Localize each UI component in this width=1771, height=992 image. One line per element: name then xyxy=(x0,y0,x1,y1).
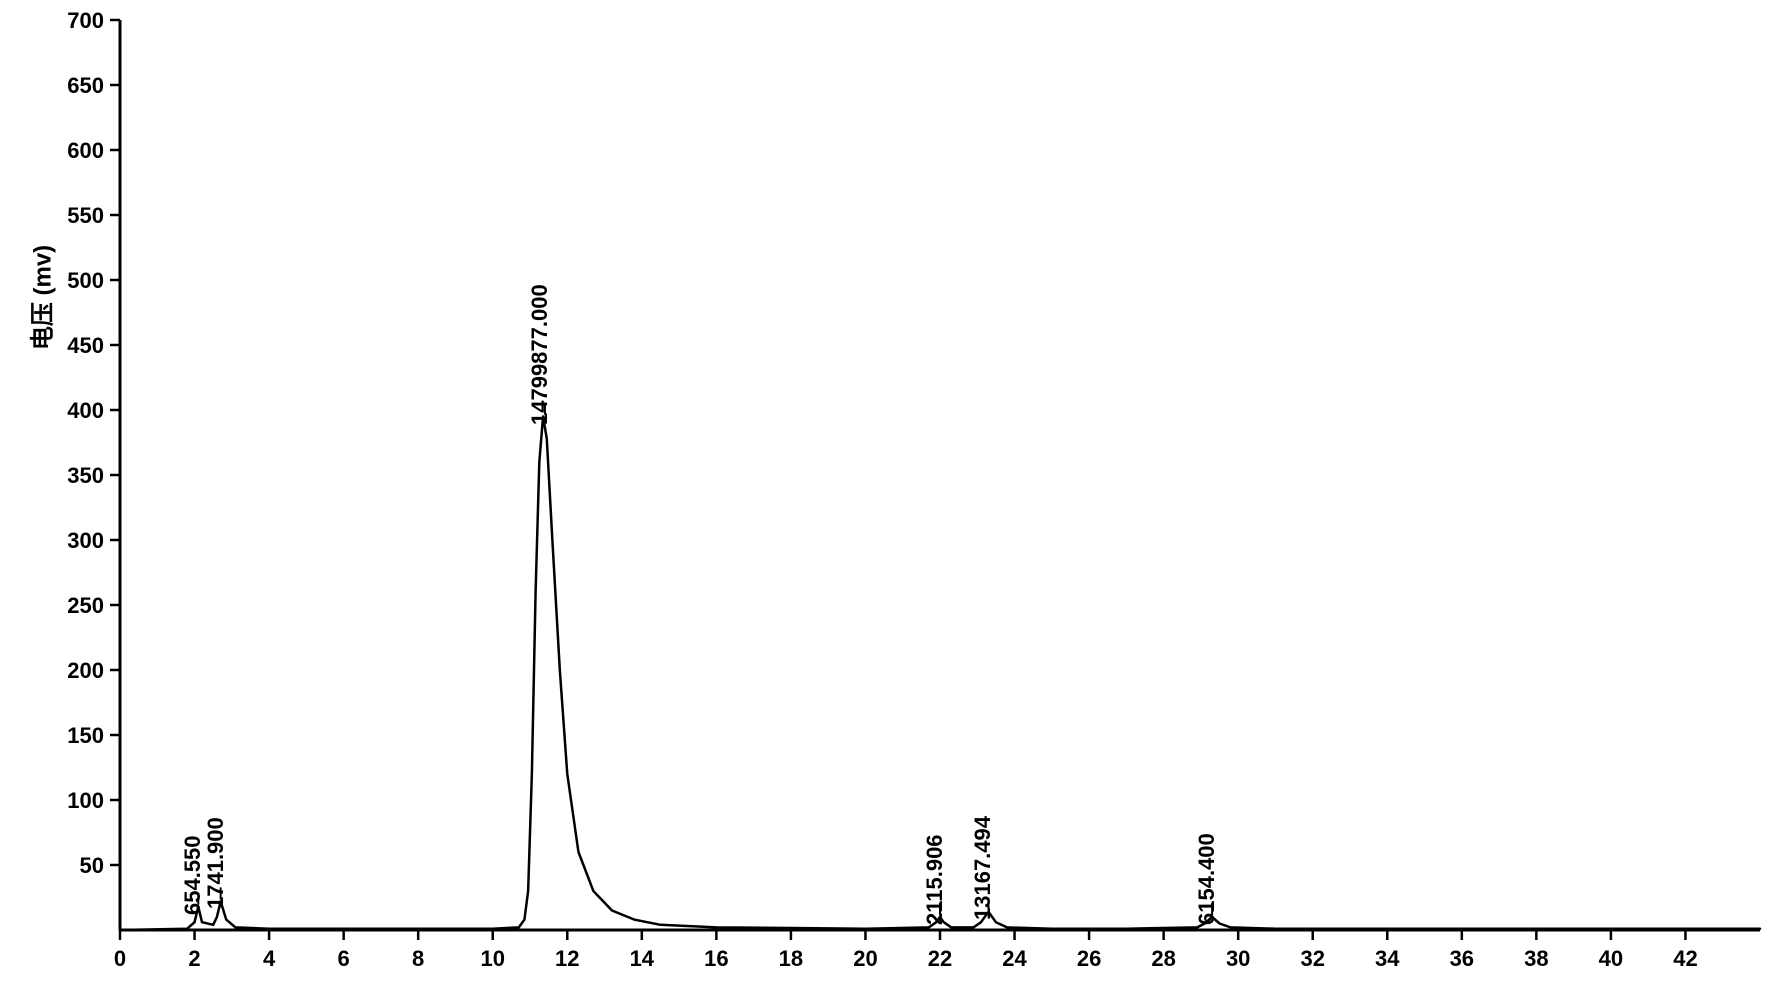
chart-svg: 0246810121416182022242628303234363840425… xyxy=(0,0,1771,992)
x-tick-label: 2 xyxy=(188,946,200,971)
x-tick-label: 36 xyxy=(1450,946,1474,971)
peak-label: 1741.900 xyxy=(203,818,229,910)
x-tick-label: 38 xyxy=(1524,946,1548,971)
y-tick-label: 150 xyxy=(67,723,104,748)
peak-label: 2115.906 xyxy=(922,834,948,925)
y-tick-label: 650 xyxy=(67,73,104,98)
y-tick-label: 350 xyxy=(67,463,104,488)
x-tick-label: 20 xyxy=(853,946,877,971)
x-tick-label: 30 xyxy=(1226,946,1250,971)
x-tick-label: 32 xyxy=(1300,946,1324,971)
y-tick-label: 100 xyxy=(67,788,104,813)
x-tick-label: 40 xyxy=(1599,946,1623,971)
x-tick-label: 26 xyxy=(1077,946,1101,971)
peak-label: 13167.494 xyxy=(970,816,996,920)
y-axis-label: 电压 (mv) xyxy=(23,198,58,398)
y-tick-label: 500 xyxy=(67,268,104,293)
y-tick-label: 250 xyxy=(67,593,104,618)
y-tick-label: 50 xyxy=(80,853,104,878)
chromatogram-chart: 0246810121416182022242628303234363840425… xyxy=(0,0,1771,992)
y-tick-label: 450 xyxy=(67,333,104,358)
x-tick-label: 4 xyxy=(263,946,276,971)
x-tick-label: 0 xyxy=(114,946,126,971)
y-tick-label: 700 xyxy=(67,8,104,33)
y-tick-label: 200 xyxy=(67,658,104,683)
x-tick-label: 6 xyxy=(338,946,350,971)
x-tick-label: 18 xyxy=(779,946,803,971)
x-tick-label: 34 xyxy=(1375,946,1400,971)
peak-label: 6154.400 xyxy=(1194,833,1220,925)
y-tick-label: 550 xyxy=(67,203,104,228)
x-tick-label: 24 xyxy=(1002,946,1027,971)
x-tick-label: 22 xyxy=(928,946,952,971)
peak-label: 14799877.000 xyxy=(527,284,553,425)
x-tick-label: 10 xyxy=(480,946,504,971)
x-tick-label: 28 xyxy=(1151,946,1175,971)
x-tick-label: 42 xyxy=(1673,946,1697,971)
y-tick-label: 400 xyxy=(67,398,104,423)
x-tick-label: 14 xyxy=(630,946,655,971)
x-tick-label: 12 xyxy=(555,946,579,971)
y-tick-label: 300 xyxy=(67,528,104,553)
x-tick-label: 8 xyxy=(412,946,424,971)
y-tick-label: 600 xyxy=(67,138,104,163)
x-tick-label: 16 xyxy=(704,946,728,971)
